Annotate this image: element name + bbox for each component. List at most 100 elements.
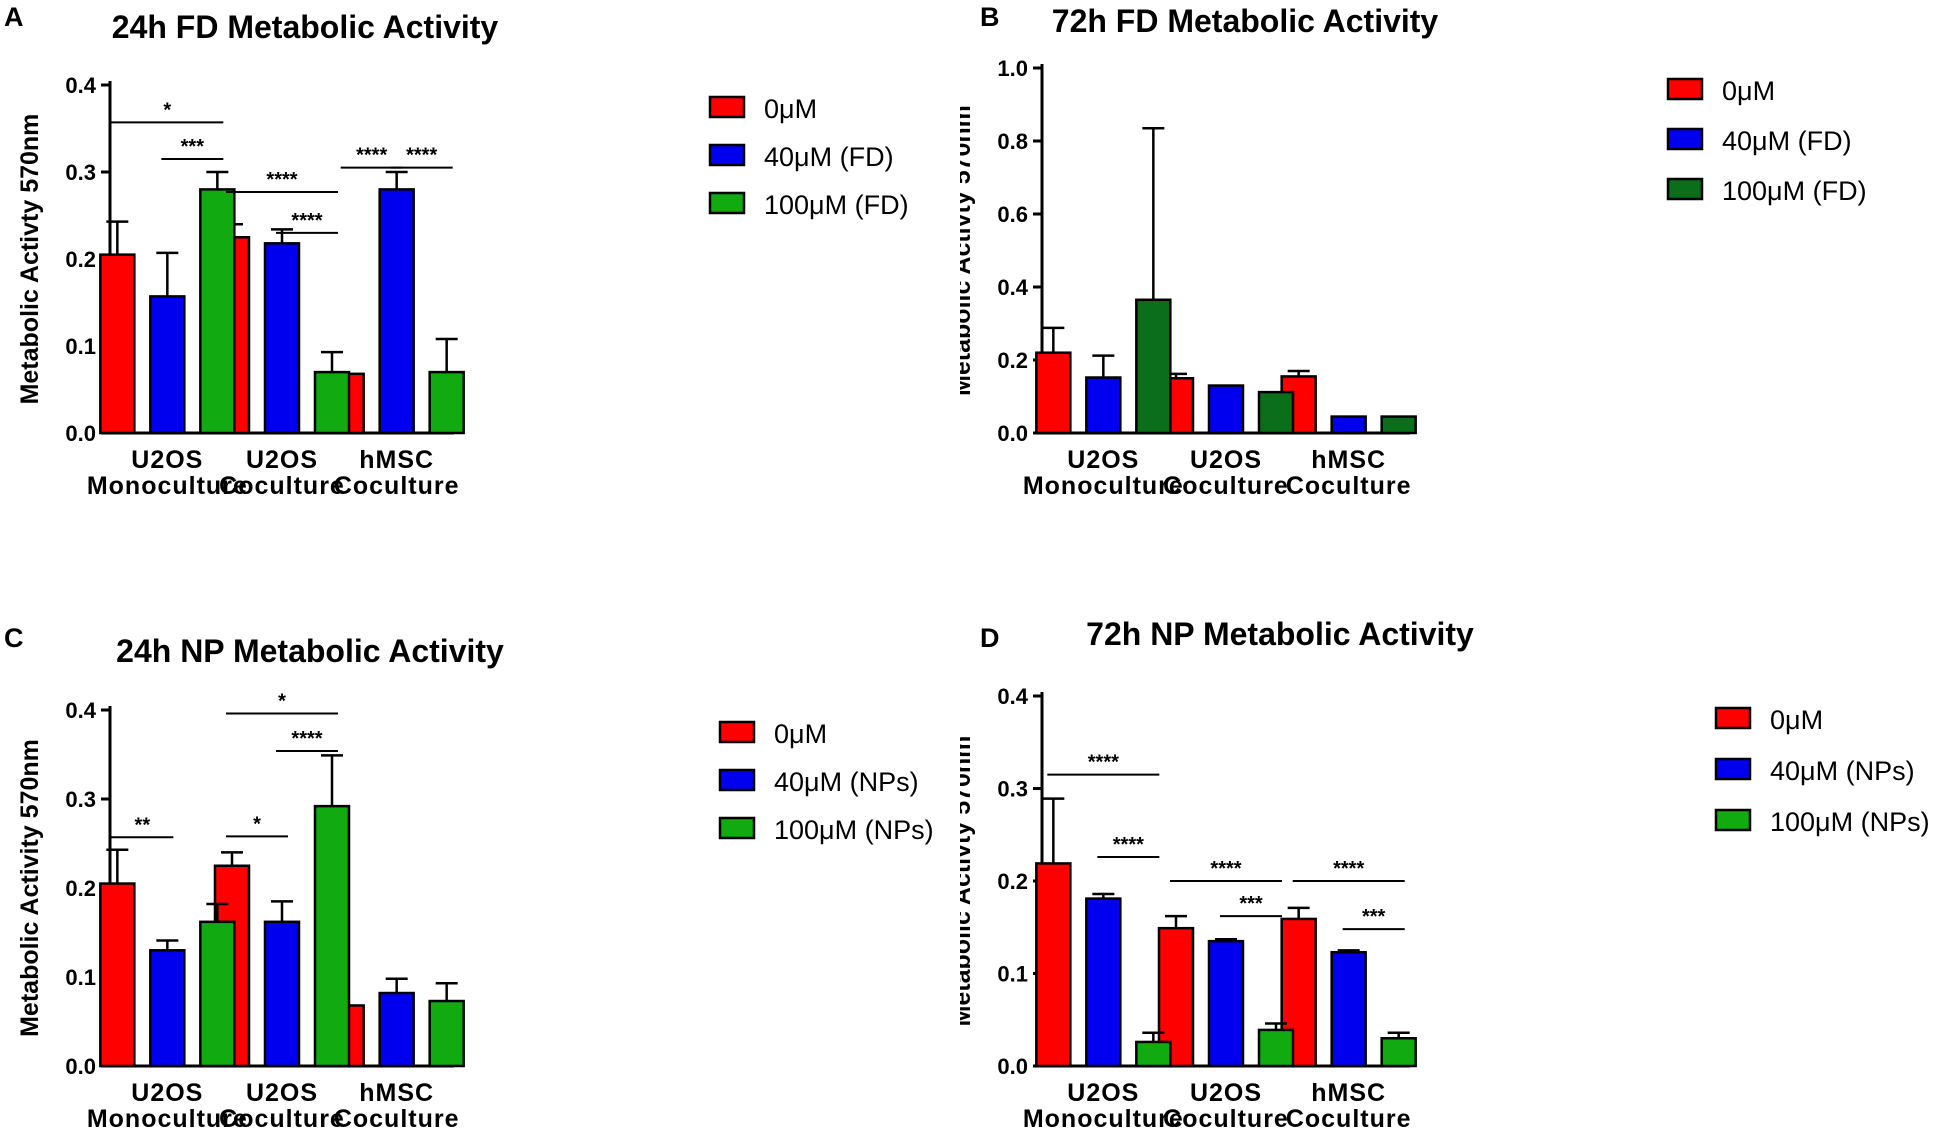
x-category-label: hMSC <box>1311 446 1386 474</box>
significance-label: **** <box>291 728 322 750</box>
legend-label: 0μM <box>774 719 827 749</box>
legend-swatch <box>1714 808 1752 832</box>
x-category-label: Monoculture <box>87 472 248 500</box>
significance-label: **** <box>1113 834 1144 856</box>
y-tick-label: 0.2 <box>65 247 96 272</box>
legend-label: 40μM (FD) <box>1722 126 1852 156</box>
y-tick-label: 0.1 <box>997 962 1028 987</box>
y-tick-label: 0.3 <box>65 160 96 185</box>
x-category-label: hMSC <box>1311 1079 1386 1107</box>
x-category-label: Monoculture <box>87 1105 248 1133</box>
chart-panel-a: A 24h FD Metabolic Activity 0.0 0.1 0.2 0.3… <box>4 2 909 500</box>
legend-label: 40μM (NPs) <box>1770 756 1915 786</box>
y-axis-label: Metabolic Activty 570nm <box>16 114 44 405</box>
bar <box>313 370 351 435</box>
chart-panel-c: C 24h NP Metabolic Activity 0.0 0.1 0.2 0.3… <box>4 623 934 1133</box>
x-category-label: Coculture <box>1163 472 1289 500</box>
bar <box>378 991 415 1068</box>
bar <box>149 295 186 435</box>
legend-swatch <box>1666 77 1704 101</box>
y-tick-label: 0.2 <box>997 869 1028 894</box>
panel-d: D 72h NP Metabolic Activity 0.0 0.1 0.2 0.3… <box>960 600 1954 1147</box>
significance-label: **** <box>406 145 437 167</box>
y-tick-label: 0.2 <box>65 876 96 901</box>
x-category-label: Coculture <box>334 472 460 500</box>
x-category-label: Coculture <box>1286 472 1412 500</box>
bar <box>1257 390 1295 435</box>
x-category-label: hMSC <box>359 446 434 474</box>
bar <box>313 804 351 1068</box>
bar <box>199 188 236 435</box>
y-tick-label: 1.0 <box>997 56 1028 81</box>
x-category-label: Coculture <box>219 472 345 500</box>
significance-label: **** <box>1088 752 1119 774</box>
significance-label: ** <box>135 814 151 836</box>
bar <box>1380 415 1417 435</box>
y-tick-label: 0.3 <box>997 777 1028 802</box>
x-category-label: Monoculture <box>1023 472 1184 500</box>
significance-label: **** <box>291 210 322 232</box>
y-tick-label: 0.4 <box>65 73 96 98</box>
bar <box>378 188 415 435</box>
legend-swatch <box>708 143 746 167</box>
significance-label: *** <box>1239 893 1263 915</box>
chart-panel-d: D 72h NP Metabolic Activity 0.0 0.1 0.2 0.3… <box>960 616 1930 1133</box>
chart-title: 24h FD Metabolic Activity <box>112 9 499 45</box>
bar <box>263 920 301 1068</box>
bar <box>199 920 236 1068</box>
bar <box>99 253 136 435</box>
x-category-label: U2OS <box>1190 1079 1262 1107</box>
significance-label: **** <box>356 145 387 167</box>
significance-label: * <box>278 691 286 713</box>
y-tick-label: 0.0 <box>65 1054 96 1079</box>
x-category-label: U2OS <box>131 446 203 474</box>
legend-swatch <box>1714 757 1752 781</box>
y-tick-label: 0.8 <box>997 129 1028 154</box>
bar <box>428 370 465 435</box>
bar <box>263 242 301 435</box>
significance-label: *** <box>181 136 205 158</box>
bar <box>1380 1037 1417 1068</box>
x-category-label: Coculture <box>1163 1105 1289 1133</box>
legend-label: 0μM <box>1770 705 1823 735</box>
bar <box>1330 415 1367 435</box>
legend-label: 100μM (NPs) <box>774 815 934 845</box>
chart-title: 24h NP Metabolic Activity <box>116 633 504 669</box>
y-tick-label: 0.2 <box>997 348 1028 373</box>
y-tick-label: 0.4 <box>997 275 1028 300</box>
y-axis-label: Metabolic Activty 570nm <box>960 736 976 1027</box>
x-category-label: Monoculture <box>1023 1105 1184 1133</box>
bar <box>1135 298 1172 435</box>
bar <box>1207 939 1245 1068</box>
x-category-label: U2OS <box>246 1079 318 1107</box>
bar <box>1035 351 1072 435</box>
x-category-label: Coculture <box>219 1105 345 1133</box>
y-tick-label: 0.3 <box>65 787 96 812</box>
y-axis-label: Metabolic Activty 570nm <box>960 105 976 396</box>
legend-label: 100μM (FD) <box>764 190 909 220</box>
significance-label: **** <box>266 169 297 191</box>
significance-label: **** <box>1333 858 1364 880</box>
x-category-label: U2OS <box>1067 446 1139 474</box>
y-tick-label: 0.0 <box>997 421 1028 446</box>
legend-swatch <box>708 95 746 119</box>
legend-label: 0μM <box>1722 76 1775 106</box>
bar <box>1085 376 1122 435</box>
x-category-label: Coculture <box>1286 1105 1412 1133</box>
significance-label: **** <box>1210 858 1241 880</box>
legend-label: 40μM (FD) <box>764 142 894 172</box>
significance-label: * <box>163 99 171 121</box>
y-tick-label: 0.1 <box>65 334 96 359</box>
x-category-label: U2OS <box>1067 1079 1139 1107</box>
chart-title: 72h NP Metabolic Activity <box>1086 616 1474 652</box>
legend-label: 100μM (NPs) <box>1770 807 1930 837</box>
x-category-label: U2OS <box>131 1079 203 1107</box>
y-axis-label: Metabolic Activity 570nm <box>16 739 44 1037</box>
legend-swatch <box>708 191 746 215</box>
panel-letter-a: A <box>4 2 24 32</box>
bar <box>149 949 186 1068</box>
panel-b: B 72h FD Metabolic Activity 0.0 0.2 0.4 0.6… <box>960 0 1954 560</box>
bar <box>428 999 465 1068</box>
bar <box>1135 1040 1172 1068</box>
bar <box>1207 384 1245 435</box>
